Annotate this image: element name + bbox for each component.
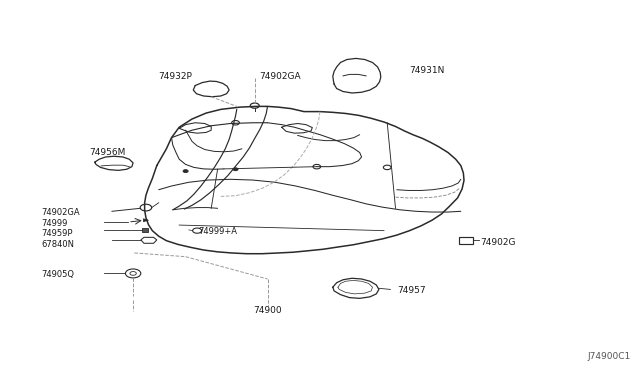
Text: 74957: 74957 <box>397 286 426 295</box>
Text: J74900C1: J74900C1 <box>587 352 630 361</box>
Text: 74999: 74999 <box>42 219 68 228</box>
Circle shape <box>183 170 188 173</box>
Polygon shape <box>143 219 148 222</box>
Text: 74956M: 74956M <box>90 148 126 157</box>
Text: 74931N: 74931N <box>410 66 445 75</box>
Text: 67840N: 67840N <box>42 240 75 248</box>
Text: 74905Q: 74905Q <box>42 270 75 279</box>
Text: 74902GA: 74902GA <box>259 72 301 81</box>
Circle shape <box>233 168 238 171</box>
Polygon shape <box>142 228 148 232</box>
Text: 74999+A: 74999+A <box>198 227 237 236</box>
Text: 74902G: 74902G <box>480 238 515 247</box>
Text: 74902GA: 74902GA <box>42 208 80 217</box>
Text: 74959P: 74959P <box>42 229 73 238</box>
Text: 74932P: 74932P <box>158 72 192 81</box>
Text: 74900: 74900 <box>253 306 282 315</box>
Bar <box>459 237 473 244</box>
